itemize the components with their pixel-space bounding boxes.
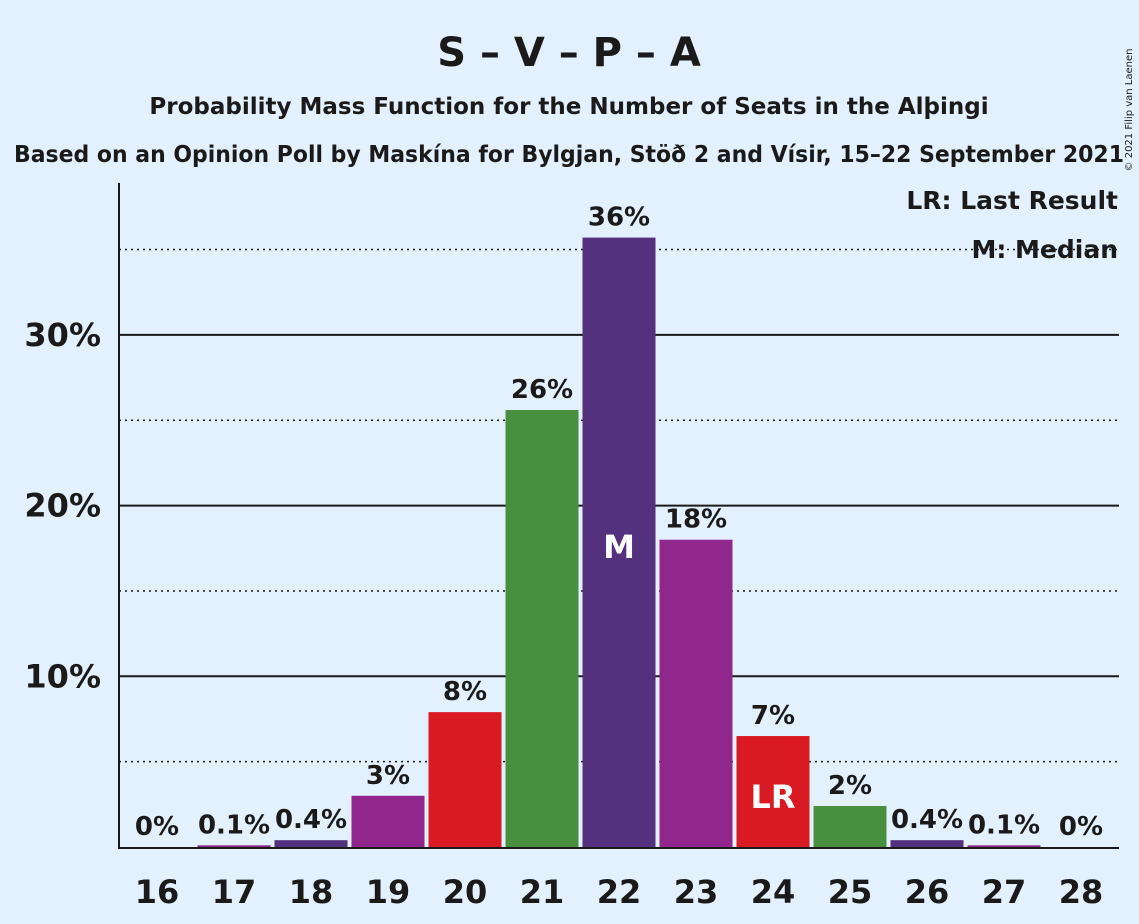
chart-subtitle: Probability Mass Function for the Number… <box>149 94 988 120</box>
bar-17 <box>197 845 271 847</box>
data-label: 2% <box>828 771 872 801</box>
data-label: 0.4% <box>891 805 963 835</box>
data-label: 18% <box>665 505 727 535</box>
data-label: 7% <box>751 701 795 731</box>
x-tick-label: 19 <box>366 873 411 911</box>
legend-median: M: Median <box>971 235 1118 264</box>
legend-last-result: LR: Last Result <box>906 186 1118 215</box>
bar-27 <box>967 845 1041 847</box>
data-label: 0.4% <box>275 805 347 835</box>
bar-23 <box>659 539 733 847</box>
data-label: 0% <box>135 812 179 842</box>
data-label: 3% <box>366 761 410 791</box>
copyright-text: © 2021 Filip van Laenen <box>1124 49 1135 172</box>
median-marker: M <box>603 528 635 566</box>
bar-24 <box>736 736 810 847</box>
bar-26 <box>890 840 964 847</box>
y-tick-labels: 10% 20% 30% <box>24 316 101 695</box>
bars <box>197 237 1041 847</box>
data-label: 0% <box>1059 812 1103 842</box>
x-tick-label: 18 <box>289 873 334 911</box>
x-tick-label: 24 <box>751 873 796 911</box>
x-tick-label: 28 <box>1059 873 1104 911</box>
y-tick-label: 10% <box>24 657 101 695</box>
data-labels: 0% 0.1% 0.4%3%8%26%36%M18%7%LR 2%0.4% 0.1% 0% <box>135 203 1103 842</box>
data-label: 8% <box>443 677 487 707</box>
x-tick-label: 20 <box>443 873 488 911</box>
chart-title: S – V – P – A <box>437 30 701 76</box>
x-tick-label: 26 <box>905 873 950 911</box>
x-tick-label: 16 <box>135 873 180 911</box>
x-tick-label: 21 <box>520 873 565 911</box>
x-tick-label: 22 <box>597 873 642 911</box>
bar-21 <box>505 410 579 847</box>
y-tick-label: 30% <box>24 316 101 354</box>
bar-18 <box>274 840 348 847</box>
last-result-marker: LR <box>750 778 795 816</box>
x-tick-label: 17 <box>212 873 257 911</box>
x-tick-label: 25 <box>828 873 873 911</box>
y-tick-label: 20% <box>24 487 101 525</box>
data-label: 0.1% <box>968 810 1040 840</box>
bar-20 <box>428 712 502 847</box>
data-label: 26% <box>511 375 573 405</box>
data-label: 36% <box>588 203 650 233</box>
data-label: 0.1% <box>198 810 270 840</box>
bar-19 <box>351 795 425 847</box>
bar-22 <box>582 237 656 847</box>
x-tick-label: 27 <box>982 873 1027 911</box>
x-tick-label: 23 <box>674 873 719 911</box>
x-tick-labels: 16 17 18 19 20 21 22 23 24 25 26 27 28 <box>135 873 1104 911</box>
chart-source: Based on an Opinion Poll by Maskína for … <box>14 142 1124 168</box>
bar-25 <box>813 806 887 847</box>
